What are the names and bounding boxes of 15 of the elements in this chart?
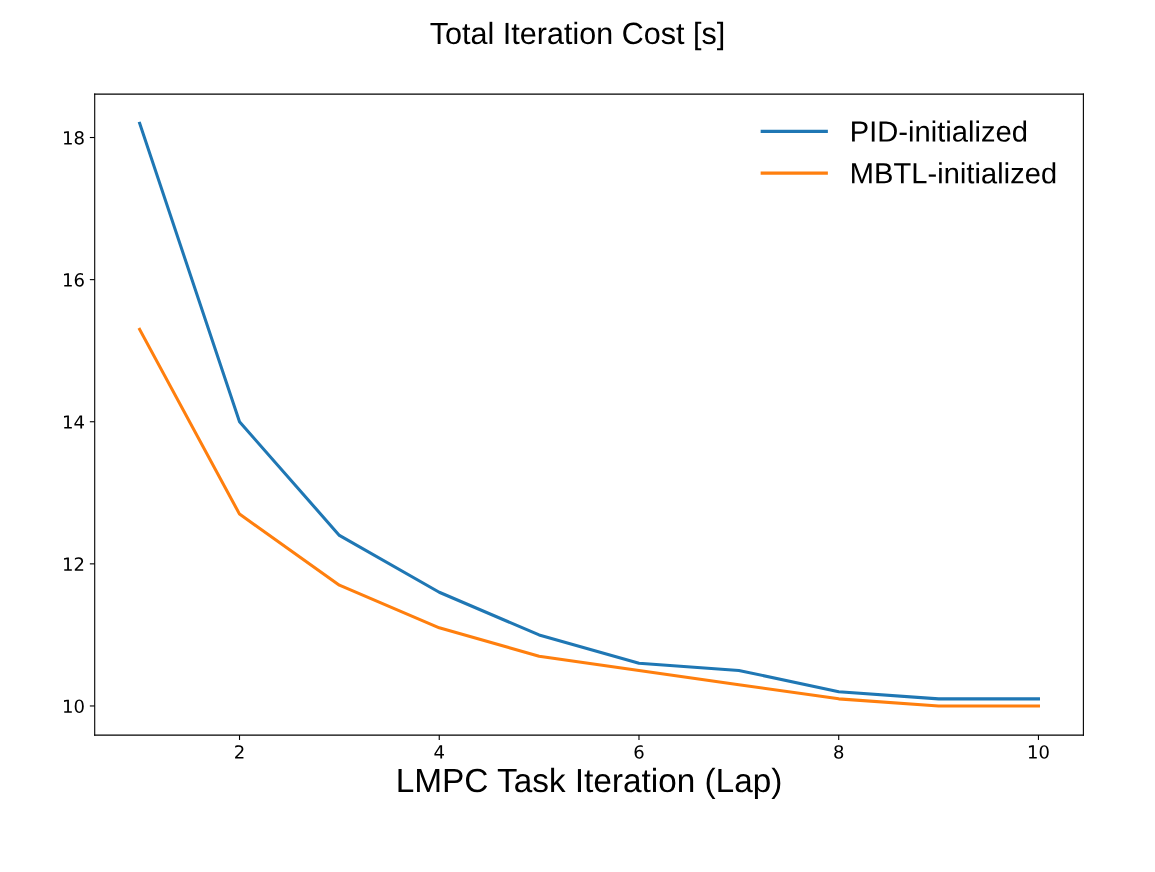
x-tick-label: 10 [1028,745,1049,759]
legend-label: MBTL-initialized [852,162,1056,184]
x-tick-label: 4 [434,745,444,759]
legend-label: PID-initialized [852,120,1027,142]
x-axis-title: LMPC Task Iteration (Lap) [398,767,781,799]
y-tick-label: 18 [64,130,84,145]
line-series [138,327,1040,708]
chart-title: Total Iteration Cost [s] [430,21,724,51]
y-tick-label: 16 [64,273,84,287]
y-tick-label: 12 [64,557,84,571]
x-tick-label: 8 [834,745,844,759]
y-tick-label: 10 [64,699,84,714]
y-tick-label: 14 [64,415,84,429]
x-tick-label: 6 [634,745,644,759]
x-tick-label: 2 [235,745,244,759]
